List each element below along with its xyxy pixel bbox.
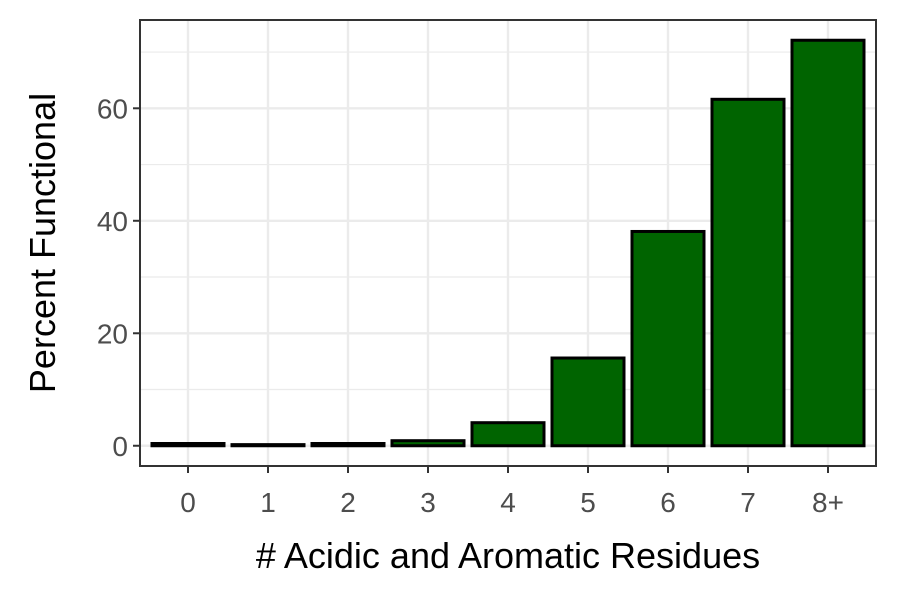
bars [150, 38, 866, 448]
x-tick-label: 6 [660, 487, 676, 518]
axis-ticks [133, 107, 829, 473]
x-tick-label: 3 [420, 487, 436, 518]
y-tick-label: 0 [112, 431, 128, 462]
tick-labels: 0 20 40 60 0 1 2 3 4 5 6 7 8+ [97, 93, 844, 518]
x-tick-label: 4 [500, 487, 516, 518]
bar-8+ [790, 38, 866, 448]
x-tick-label: 5 [580, 487, 596, 518]
x-axis-title: # Acidic and Aromatic Residues [256, 535, 760, 576]
bar-4 [470, 421, 546, 448]
x-tick-label: 2 [340, 487, 356, 518]
bar-6 [630, 229, 706, 448]
bar-2 [310, 442, 386, 448]
y-axis-title: Percent Functional [22, 93, 63, 393]
bar-0 [150, 442, 226, 448]
y-tick-label: 20 [97, 318, 128, 349]
x-tick-label: 0 [180, 487, 196, 518]
y-tick-label: 60 [97, 93, 128, 124]
bar-7 [710, 97, 786, 448]
bar-5 [550, 356, 626, 448]
x-tick-label: 1 [260, 487, 276, 518]
bar-1 [230, 443, 306, 448]
y-tick-label: 40 [97, 206, 128, 237]
x-tick-label: 7 [740, 487, 756, 518]
bar-3 [390, 439, 466, 448]
x-tick-label: 8+ [812, 487, 844, 518]
